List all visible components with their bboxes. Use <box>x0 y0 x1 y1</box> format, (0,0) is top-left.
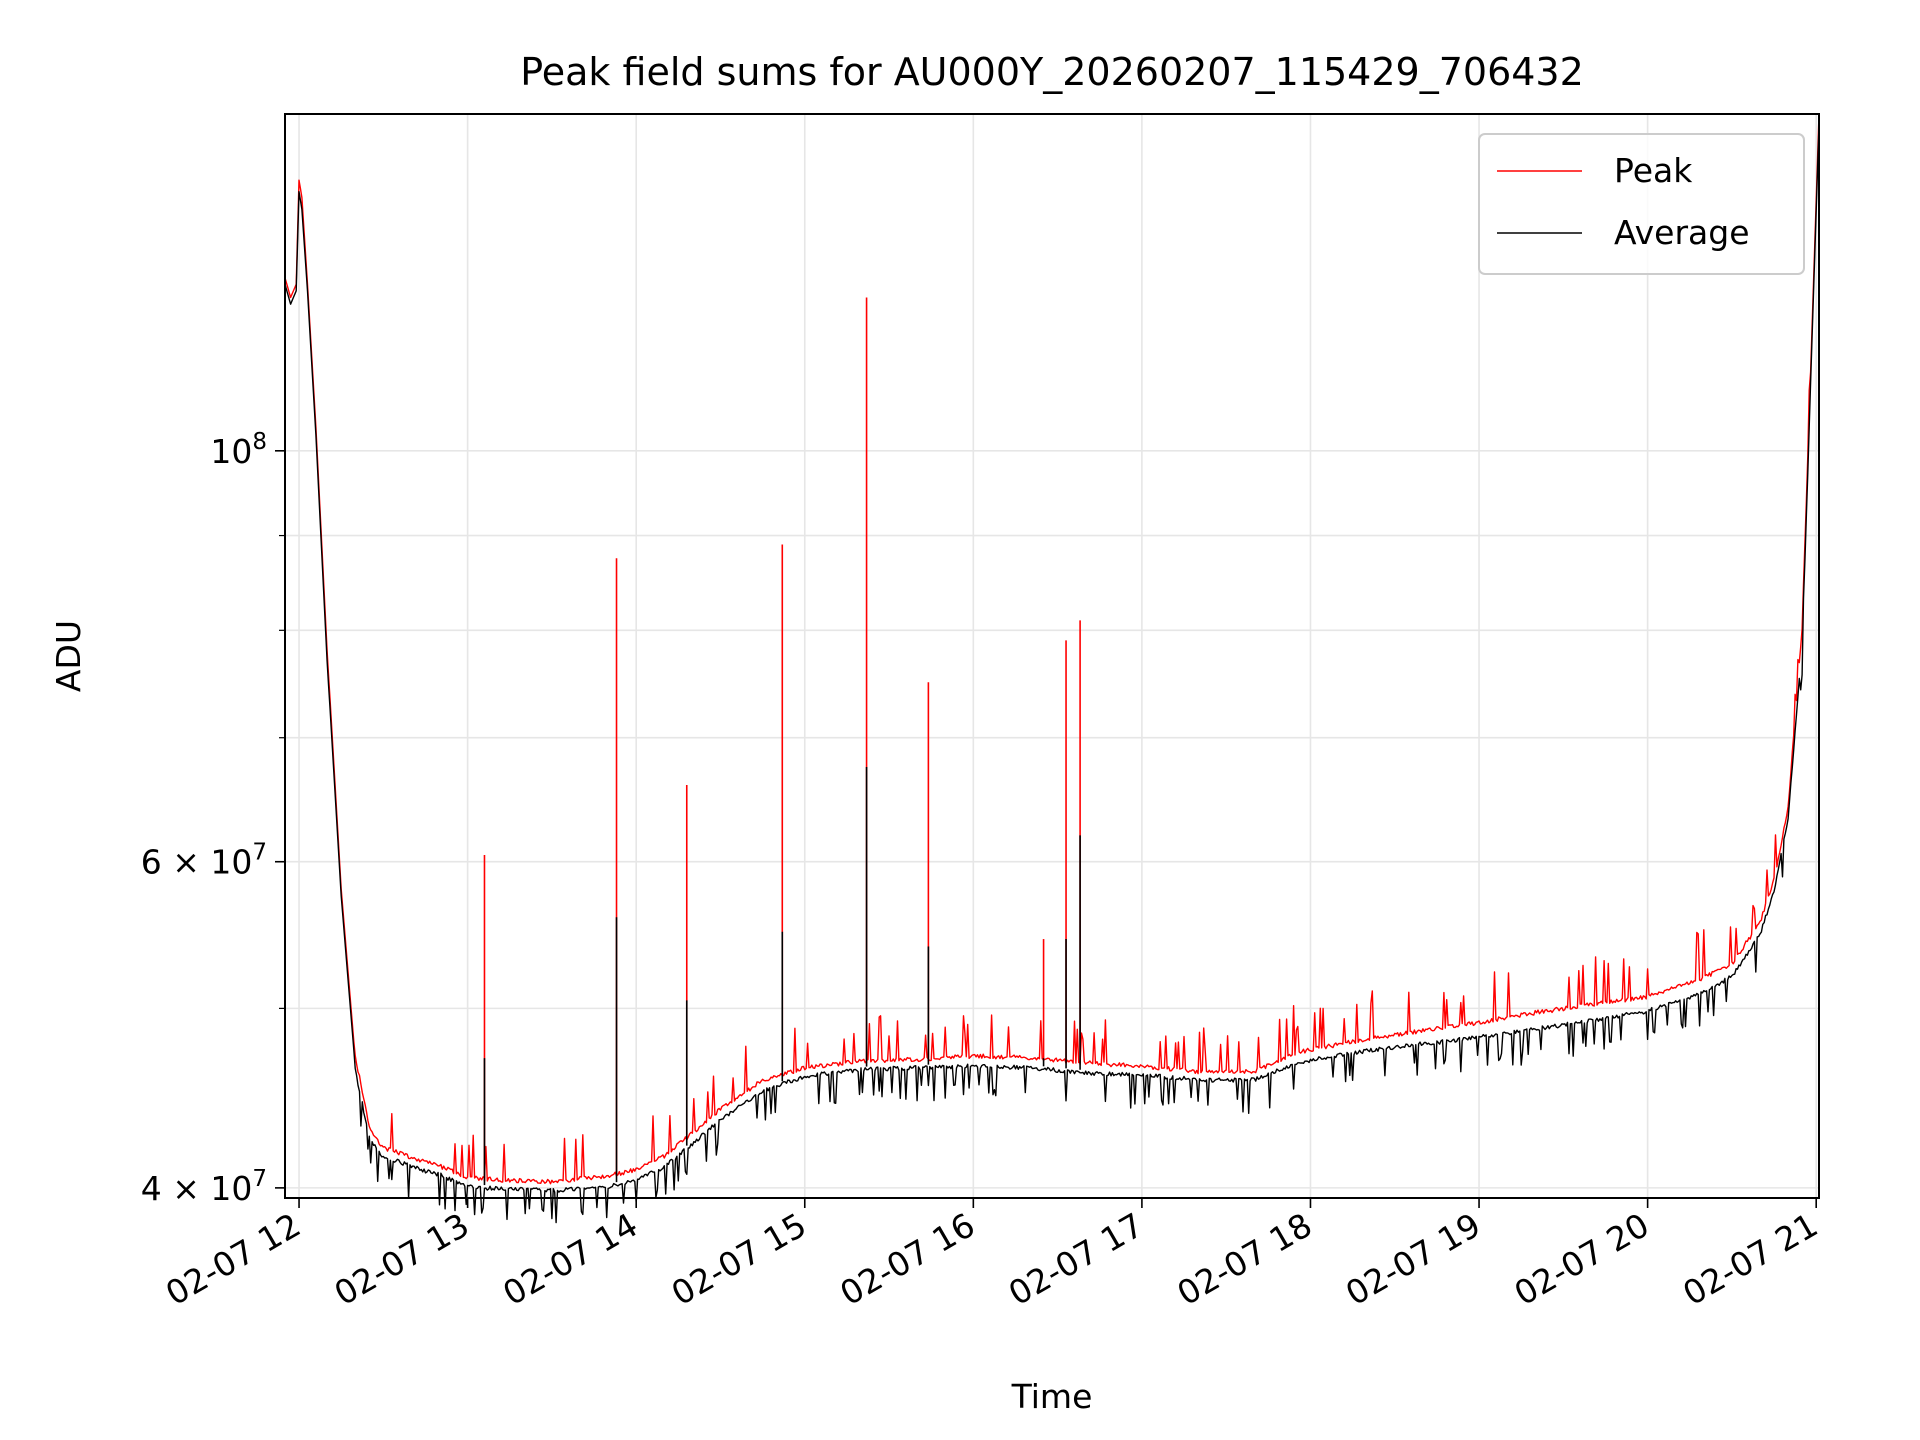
y-axis-label: ADU <box>49 620 88 692</box>
legend-label-peak: Peak <box>1614 151 1693 190</box>
legend-box <box>1478 133 1805 275</box>
legend-label-average: Average <box>1614 213 1750 252</box>
x-axis-label: Time <box>1011 1377 1093 1416</box>
y-tick-label: 4 × 107 <box>141 1166 267 1208</box>
y-tick-label: 6 × 107 <box>141 840 267 882</box>
grid <box>285 114 1819 1198</box>
series-line-average <box>284 124 1820 1224</box>
legend: Peak Average <box>1478 133 1805 275</box>
series-layer <box>284 113 1820 1224</box>
series-line-peak <box>284 113 1820 1185</box>
plot-frame <box>284 113 1820 1199</box>
chart-title: Peak field sums for AU000Y_20260207_1154… <box>520 50 1584 94</box>
